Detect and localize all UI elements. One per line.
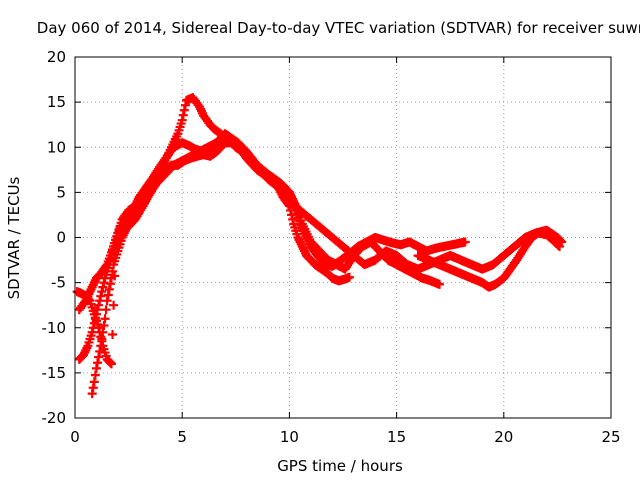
y-tick-label: -20: [42, 409, 67, 427]
x-tick-label: 10: [280, 428, 299, 446]
y-tick-label: -15: [42, 364, 67, 382]
x-tick-label: 15: [387, 428, 406, 446]
y-tick-label: 10: [47, 138, 66, 156]
data-point-marker: [101, 305, 111, 315]
y-tick-label: 5: [56, 183, 66, 201]
x-tick-label: 20: [494, 428, 513, 446]
y-axis-title: SDTVAR / TECUs: [5, 176, 23, 299]
series-track-2: [74, 129, 470, 364]
series-track-4: [74, 133, 567, 315]
y-tick-label: 0: [56, 229, 66, 247]
data-point-marker: [555, 242, 565, 252]
y-tick-label: 20: [47, 48, 66, 66]
data-point-marker: [100, 314, 110, 324]
ticks: 0 5 10 15 20 25 -20 -15 -10 -5 0 5 10 15 20: [42, 48, 621, 446]
chart-title: Day 060 of 2014, Sidereal Day-to-day VTE…: [37, 19, 640, 37]
x-tick-label: 5: [177, 428, 187, 446]
x-tick-label: 0: [70, 428, 80, 446]
y-tick-label: -10: [42, 319, 67, 337]
data-point-marker: [108, 330, 118, 340]
y-tick-label: 15: [47, 93, 66, 111]
x-axis-title: GPS time / hours: [277, 457, 403, 475]
data-point-marker: [434, 279, 444, 289]
data-point-marker: [460, 237, 470, 247]
x-tick-label: 25: [601, 428, 620, 446]
data-point-marker: [344, 272, 354, 282]
y-tick-label: -5: [51, 274, 66, 292]
data-point-marker: [110, 271, 120, 281]
series-layer: [72, 93, 567, 399]
data-point-marker: [106, 359, 116, 369]
series-track-5: [413, 228, 565, 292]
data-point-marker: [109, 300, 119, 310]
